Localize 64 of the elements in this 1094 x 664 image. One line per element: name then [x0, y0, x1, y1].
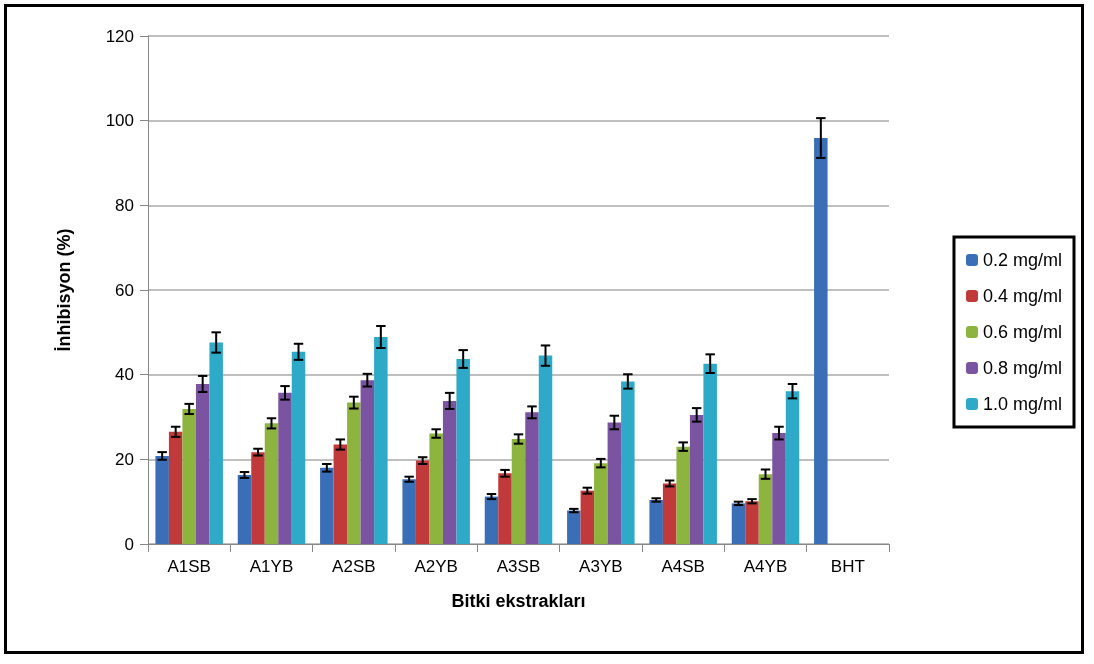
bar: [649, 499, 663, 544]
bar: [442, 400, 457, 544]
bar: [360, 380, 375, 544]
bar: [402, 479, 416, 544]
x-tick-label: A4YB: [743, 557, 788, 576]
bar: [168, 431, 183, 544]
bar: [155, 455, 169, 544]
bar: [814, 138, 828, 544]
x-tick-label: A4SB: [661, 557, 705, 576]
x-tick-label: A2SB: [332, 557, 376, 576]
bar: [209, 342, 223, 544]
bar: [264, 423, 279, 544]
bar: [676, 446, 690, 544]
bar: [347, 402, 361, 544]
y-axis-title: İnhibisyon (%): [54, 228, 74, 352]
bar: [195, 383, 210, 544]
bar: [607, 422, 622, 544]
legend-label: 1.0 mg/ml: [982, 394, 1063, 414]
bar: [415, 460, 430, 544]
bar: [567, 510, 581, 544]
bar: [374, 336, 388, 544]
legend-label: 0.8 mg/ml: [982, 358, 1063, 378]
y-tick-label: 40: [115, 365, 134, 385]
bar: [333, 444, 348, 544]
bar: [785, 391, 800, 544]
y-tick-label: 120: [105, 26, 134, 46]
bar: [182, 408, 196, 544]
x-tick-label: A3YB: [579, 557, 623, 576]
bar: [237, 475, 252, 544]
x-tick-label: A1SB: [167, 557, 211, 576]
bar: [320, 467, 334, 544]
bar: [429, 433, 443, 544]
y-tick-label: 20: [115, 449, 134, 469]
bar: [745, 501, 759, 544]
x-tick-label: A3SB: [496, 557, 541, 576]
bar: [703, 363, 717, 544]
legend-label: 0.2 mg/ml: [982, 250, 1063, 270]
bar: [689, 414, 704, 544]
x-axis-title: Bitki ekstrakları: [451, 591, 586, 611]
bar: [580, 490, 595, 544]
bar: [525, 412, 539, 544]
bar: [511, 439, 526, 544]
legend-label: 0.6 mg/ml: [982, 322, 1063, 342]
y-tick-label: 100: [105, 111, 134, 131]
y-tick-label: 60: [115, 280, 134, 300]
x-tick-label: A2YB: [414, 557, 458, 576]
x-tick-label: A1YB: [249, 557, 294, 576]
bar: [456, 359, 470, 544]
bar: [758, 474, 773, 544]
bar: [484, 496, 499, 544]
bar: [291, 351, 306, 544]
x-tick-label: BHT: [830, 557, 865, 576]
y-tick-label: 0: [124, 534, 134, 554]
bar: [498, 473, 512, 544]
bar: [278, 392, 292, 544]
legend-label: 0.4 mg/ml: [982, 286, 1063, 306]
bar: [662, 483, 677, 544]
bar: [731, 503, 746, 544]
bar: [772, 433, 786, 544]
bar: [251, 452, 265, 544]
y-tick-label: 80: [115, 195, 134, 215]
bar: [621, 381, 635, 544]
bar: [538, 355, 553, 544]
bar: [594, 463, 608, 544]
